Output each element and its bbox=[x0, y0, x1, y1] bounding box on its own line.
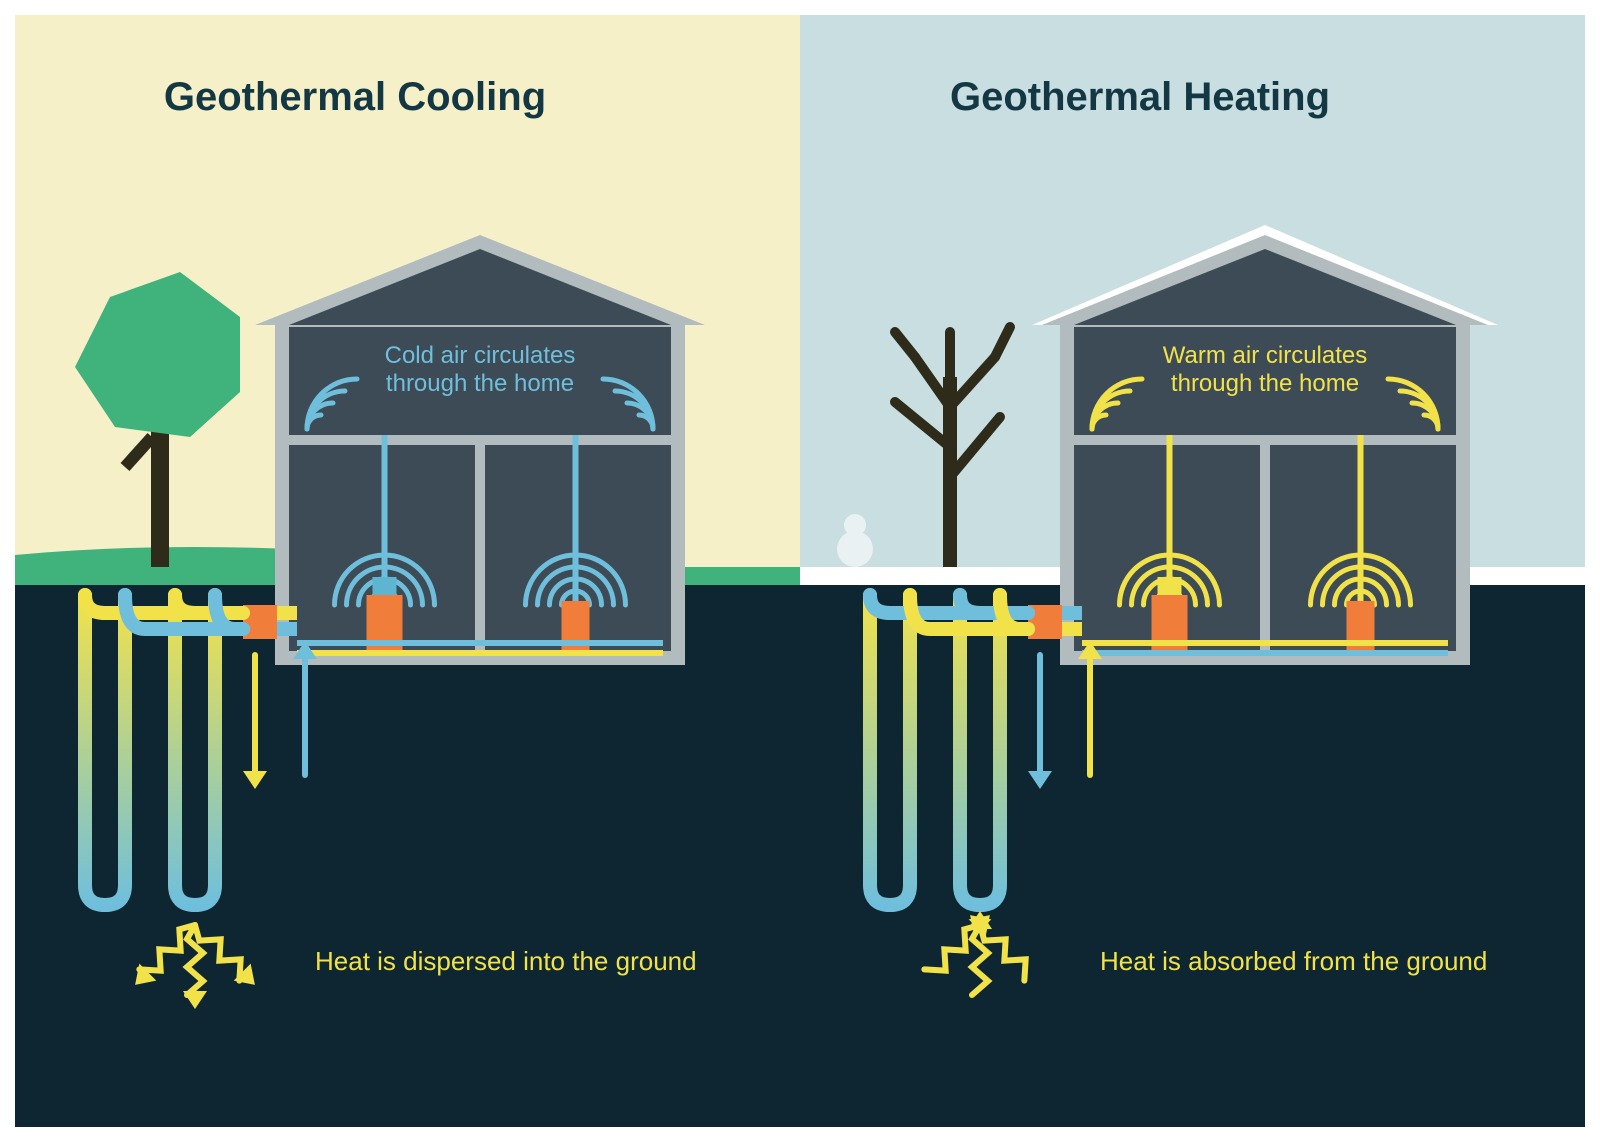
title-heating: Geothermal Heating bbox=[950, 75, 1330, 119]
snowman-head bbox=[844, 514, 866, 536]
snowman-body bbox=[837, 531, 873, 567]
diagram-svg: Geothermal Cooling Cold air circulatesthr… bbox=[15, 15, 1585, 1127]
ground-label-heating: Heat is absorbed from the ground bbox=[1100, 946, 1487, 976]
geothermal-infographic: Geothermal Cooling Cold air circulatesthr… bbox=[0, 0, 1600, 1142]
attic-floor bbox=[289, 435, 671, 445]
air-label-cooling: Cold air circulatesthrough the home bbox=[385, 342, 576, 397]
room-divider bbox=[1260, 445, 1270, 651]
ground-label-cooling: Heat is dispersed into the ground bbox=[315, 946, 697, 976]
unit-cap bbox=[373, 577, 397, 595]
unit-cap bbox=[1158, 577, 1182, 595]
ground bbox=[15, 585, 1585, 1127]
diagram: Geothermal Cooling Cold air circulatesthr… bbox=[15, 15, 1585, 1127]
room-divider bbox=[475, 445, 485, 651]
air-label-heating: Warm air circulatesthrough the home bbox=[1163, 342, 1367, 397]
title-cooling: Geothermal Cooling bbox=[164, 75, 546, 119]
attic-floor bbox=[1074, 435, 1456, 445]
